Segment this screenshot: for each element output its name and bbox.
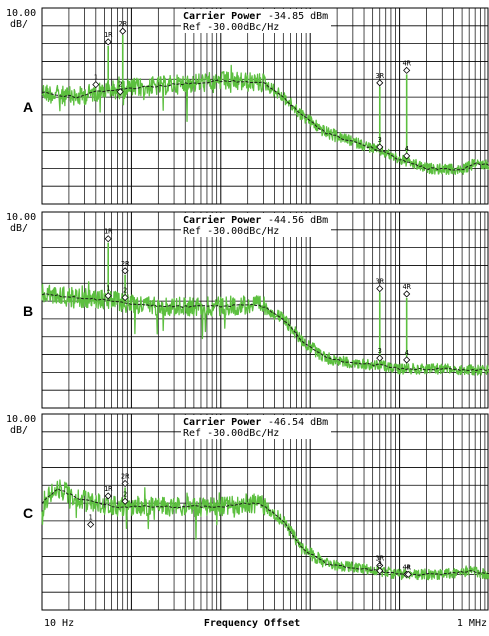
panel-letter: B [23, 303, 33, 319]
marker-diamond [403, 290, 411, 298]
marker-label: 4 [406, 563, 410, 571]
marker-label: 3R [376, 278, 385, 286]
marker-label: 2 [123, 490, 127, 498]
marker-label: 3 [378, 136, 382, 144]
carrier-power-value: -44.56 dBm [268, 215, 328, 226]
scale-unit-label: dB/ [10, 223, 28, 234]
header-box [181, 415, 331, 439]
marker-diamond [121, 479, 129, 488]
marker-diamond [104, 38, 112, 46]
carrier-power-value: -34.85 dBm [268, 11, 328, 22]
marker-label: 2R [121, 472, 130, 480]
scale-value-label: 10.00 [6, 8, 36, 19]
marker-label: 1R [104, 228, 113, 236]
marker-label: 4 [405, 145, 409, 153]
trace-line-average [41, 79, 489, 171]
marker-label: 3R [376, 72, 385, 80]
marker-label: 3 [378, 347, 382, 355]
marker-label: 3 [378, 560, 382, 568]
marker-label: 4R [402, 59, 411, 67]
marker-diamond [403, 66, 411, 74]
marker-diamond [87, 520, 95, 529]
trace-line-raw [41, 64, 489, 176]
marker-diamond [403, 356, 411, 364]
x-axis-title: Frequency Offset [204, 618, 300, 629]
panel-frame [41, 7, 489, 205]
marker-diamond [121, 497, 129, 505]
marker-label: 3R [376, 554, 385, 562]
marker-diamond [104, 492, 112, 500]
marker-diamond [92, 81, 100, 89]
marker-diamond [116, 88, 124, 96]
marker-label: 2R [119, 20, 128, 28]
scale-value-label: 10.00 [6, 212, 36, 223]
header-box [181, 213, 331, 237]
marker-diamond [119, 27, 127, 35]
carrier-power-label: Carrier Power [183, 214, 261, 226]
carrier-power-label: Carrier Power [183, 416, 261, 428]
marker-label: 1R [104, 31, 113, 39]
marker-diamond [376, 79, 384, 87]
marker-label: 1 [89, 513, 93, 521]
x-axis-end-label: 1 MHz [457, 618, 487, 629]
marker-label: 1 [106, 285, 110, 293]
marker-label: 1R [104, 485, 113, 493]
marker-diamond [404, 570, 412, 578]
panel-letter: C [23, 505, 33, 521]
marker-label: 2 [123, 287, 127, 295]
marker-diamond [104, 235, 112, 243]
scale-unit-label: dB/ [10, 425, 28, 436]
x-axis-start-label: 10 Hz [44, 618, 74, 629]
trace-line-raw [41, 479, 489, 581]
marker-diamond [104, 292, 112, 300]
panel-letter: A [23, 99, 33, 115]
marker-diamond [376, 567, 384, 575]
marker-diamond [121, 267, 129, 275]
marker-label: 1 [94, 74, 98, 82]
trace-line-average [41, 293, 489, 372]
marker-label: 4R [402, 283, 411, 291]
scale-value-label: 10.00 [6, 414, 36, 425]
marker-diamond [403, 152, 411, 160]
ref-level-label: Ref -30.00dBc/Hz [183, 226, 279, 237]
marker-label: 2R [121, 260, 130, 268]
panel-frame [41, 211, 489, 409]
carrier-power-label: Carrier Power [183, 10, 261, 22]
carrier-power-value: -46.54 dBm [268, 417, 328, 428]
marker-label: 4 [405, 349, 409, 357]
ref-level-label: Ref -30.00dBc/Hz [183, 428, 279, 439]
marker-label: 2 [118, 81, 122, 89]
marker-label: 4R [402, 563, 411, 571]
trace-line-average [41, 488, 489, 576]
marker-diamond [376, 143, 384, 151]
trace-line-raw [41, 281, 489, 376]
header-box [181, 9, 331, 33]
scale-unit-label: dB/ [10, 19, 28, 30]
marker-diamond [121, 293, 129, 302]
marker-diamond [376, 354, 384, 362]
marker-diamond [376, 285, 384, 293]
ref-level-label: Ref -30.00dBc/Hz [183, 22, 279, 33]
